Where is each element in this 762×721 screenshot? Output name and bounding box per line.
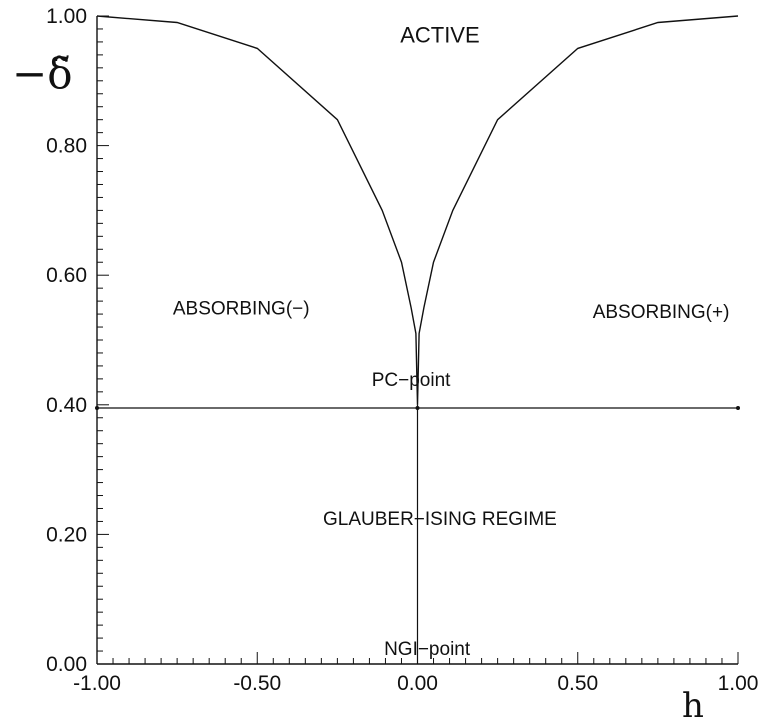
label-pc-point: PC−point: [372, 370, 451, 391]
line-marker-point: [736, 406, 740, 411]
series-line-1: [96, 15, 739, 405]
label-glauber-ising-regime: GLAUBER−ISING REGIME: [323, 509, 557, 530]
annotations: ACTIVE ABSORBING(−) ABSORBING(+) PC−point GL…: [173, 22, 730, 659]
y-tick-label: 1.00: [46, 5, 87, 28]
series-group: [95, 15, 740, 664]
x-tick-label: 0.00: [397, 672, 438, 695]
x-tick-label: 1.00: [718, 672, 759, 695]
x-axis-label: h: [682, 686, 704, 721]
y-tick-label: 0.00: [46, 653, 87, 676]
x-tick-label: -0.50: [233, 672, 281, 695]
label-absorbing-minus: ABSORBING(−): [173, 299, 310, 320]
y-tick-label: 0.60: [46, 264, 87, 287]
y-tick-label: 0.80: [46, 135, 87, 158]
ticks: 0.00 0.20 0.40 0.60 0.80 1.00 -1.00 -0.50 0.00 0.…: [46, 5, 758, 695]
y-axis-label: −δ̃: [12, 49, 72, 98]
label-active: ACTIVE: [400, 22, 479, 47]
line-marker-point: [415, 406, 420, 411]
y-tick-label: 0.20: [46, 523, 87, 546]
y-tick-label: 0.40: [46, 394, 87, 417]
x-tick-label: 0.50: [557, 672, 598, 695]
x-tick-label: -1.00: [73, 672, 121, 695]
label-ngi-point: NGI−point: [384, 639, 471, 660]
label-absorbing-plus: ABSORBING(+): [593, 302, 730, 323]
line-marker-point: [95, 406, 99, 411]
